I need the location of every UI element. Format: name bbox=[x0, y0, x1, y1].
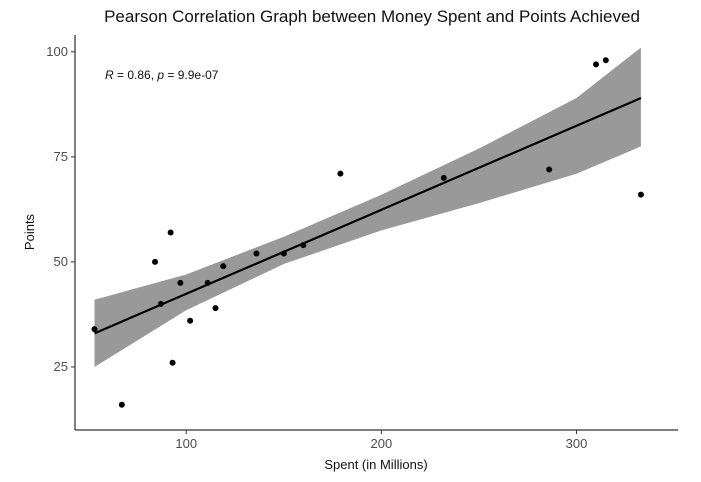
data-point bbox=[593, 61, 600, 68]
data-point bbox=[204, 279, 211, 286]
data-point bbox=[169, 359, 176, 366]
data-point bbox=[118, 401, 125, 408]
x-tick-label: 100 bbox=[175, 436, 197, 451]
data-point bbox=[187, 317, 194, 324]
data-point bbox=[253, 250, 260, 257]
data-point bbox=[546, 166, 553, 173]
data-point bbox=[637, 191, 644, 198]
confidence-band bbox=[94, 47, 641, 367]
data-point bbox=[177, 279, 184, 286]
data-points-layer bbox=[91, 57, 644, 408]
y-tick-label: 100 bbox=[46, 44, 68, 59]
x-axis-label: Spent (in Millions) bbox=[324, 457, 427, 472]
data-point bbox=[440, 174, 447, 181]
chart-title: Pearson Correlation Graph between Money … bbox=[104, 7, 640, 26]
y-tick-label: 25 bbox=[54, 359, 68, 374]
p-symbol: p bbox=[156, 68, 164, 82]
correlation-annotation: R = 0.86, p = 9.9e-07 bbox=[105, 68, 219, 82]
y-tick-label: 50 bbox=[54, 254, 68, 269]
y-tick-label: 75 bbox=[54, 149, 68, 164]
data-point bbox=[157, 300, 164, 307]
data-point bbox=[212, 305, 219, 312]
regression-line bbox=[94, 97, 642, 335]
data-point bbox=[152, 258, 159, 265]
data-point bbox=[167, 229, 174, 236]
x-tick-label: 200 bbox=[371, 436, 393, 451]
data-point bbox=[280, 250, 287, 257]
data-point bbox=[300, 242, 307, 249]
data-point bbox=[602, 57, 609, 64]
confidence-band-layer bbox=[94, 47, 641, 367]
data-point bbox=[91, 326, 98, 333]
fit-line-layer bbox=[94, 97, 642, 335]
data-point bbox=[220, 263, 227, 270]
data-point bbox=[337, 170, 344, 177]
p-value: = 9.9e-07 bbox=[164, 68, 219, 82]
r-value: = 0.86, bbox=[114, 68, 158, 82]
r-symbol: R bbox=[105, 68, 114, 82]
y-axis-label: Points bbox=[22, 213, 37, 250]
axes-layer: 100 200 300 25 50 75 100 bbox=[46, 35, 678, 451]
x-tick-label: 300 bbox=[566, 436, 588, 451]
